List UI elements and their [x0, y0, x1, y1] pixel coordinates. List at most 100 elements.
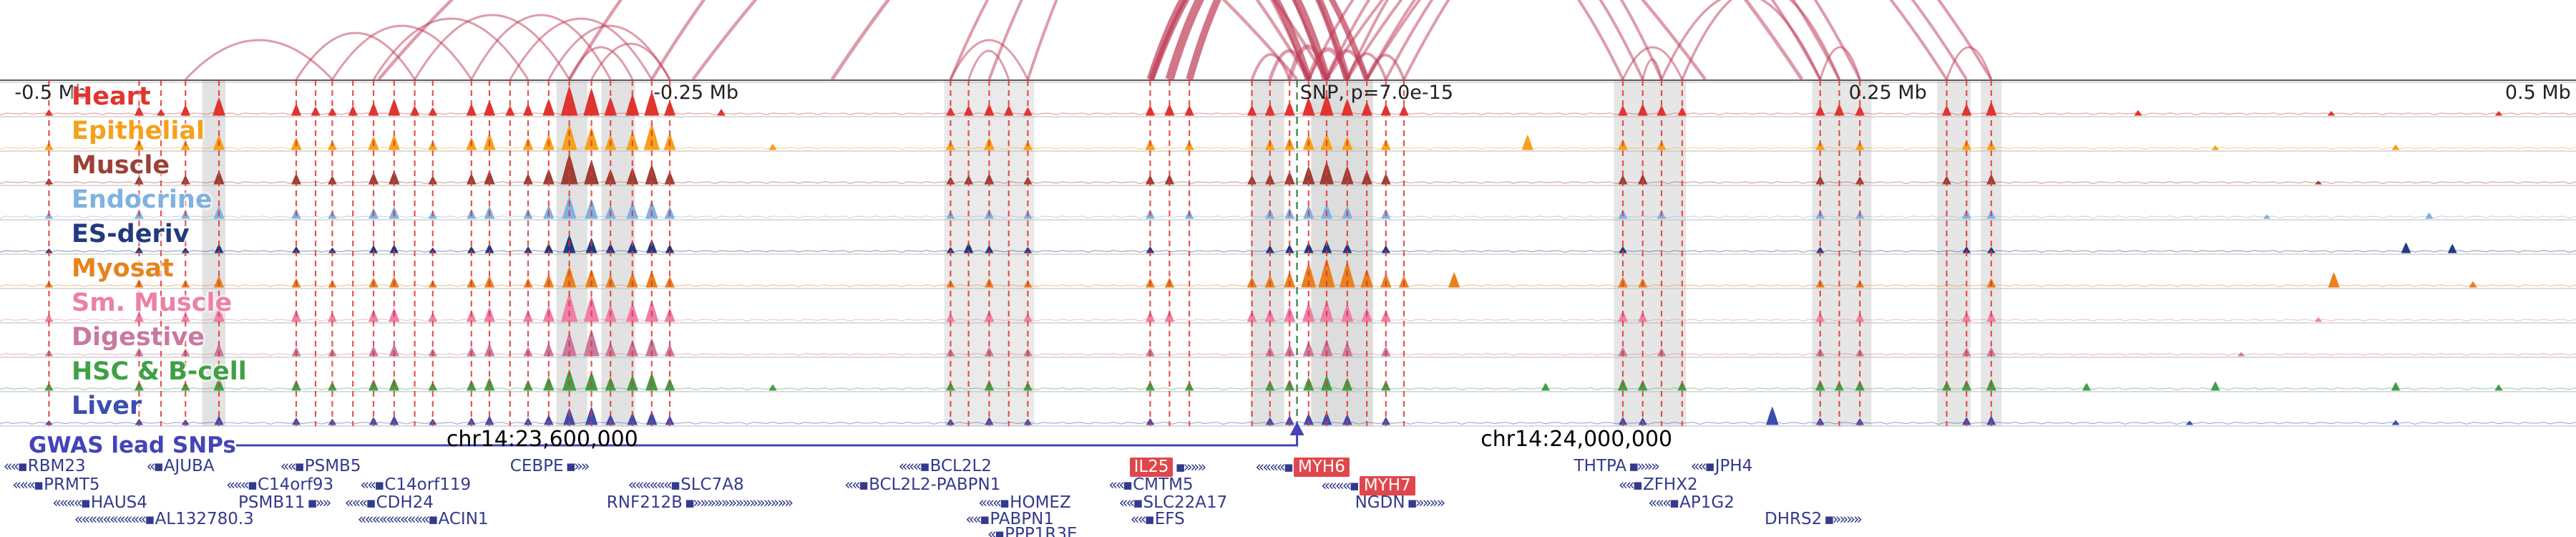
track-label-endocrine[interactable]: Endocrine	[72, 185, 213, 214]
track-label-heart[interactable]: Heart	[72, 82, 151, 111]
track-label-digestive[interactable]: Digestive	[72, 323, 205, 352]
track-lane-liver[interactable]	[0, 392, 2576, 426]
gene-psmb11[interactable]: PSMB11 ▪»»	[238, 493, 331, 512]
signal-peak	[2447, 243, 2457, 253]
gene-myh7[interactable]: ««««▪ MYH7	[1319, 476, 1415, 496]
gene-c14orf93[interactable]: «««▪ C14orf93	[224, 475, 333, 494]
gwas-snp-arrow-icon	[1289, 422, 1304, 435]
gene-name-label: EFS	[1154, 510, 1185, 528]
gene-ngdn[interactable]: NGDN ▪»»»»	[1355, 493, 1446, 512]
gene-ap1g2[interactable]: «««▪ AP1G2	[1646, 493, 1734, 512]
signal-peak	[605, 169, 617, 185]
gene-name-label: BCL2L2	[930, 457, 992, 475]
gene-name-label: NGDN	[1355, 493, 1405, 512]
track-lane-digestive[interactable]	[0, 323, 2576, 357]
gene-il25[interactable]: IL25 ▪»»»	[1129, 458, 1207, 478]
track-lane-endocrine[interactable]	[0, 185, 2576, 220]
gene-zfhx2[interactable]: ««▪ ZFHX2	[1616, 475, 1698, 494]
track-label-hsc-b-cell[interactable]: HSC & B-cell	[72, 357, 247, 386]
gene-cdh24[interactable]: «««▪ CDH24	[343, 493, 434, 512]
gene-name-label: HAUS4	[90, 493, 147, 512]
gene-rbm23[interactable]: ««▪ RBM23	[1, 457, 86, 475]
track-label-sm-muscle[interactable]: Sm. Muscle	[72, 289, 233, 317]
track-label-es-deriv[interactable]: ES-deriv	[72, 220, 190, 248]
signal-peak	[213, 97, 225, 116]
gene-ppp1r3e[interactable]: «▪ PPP1R3E	[985, 525, 1077, 537]
gene-name-label: PSMB5	[304, 457, 361, 475]
strand-left-chevrons-icon: ««««▪	[52, 494, 91, 512]
gene-name-label: MYH7	[1359, 476, 1415, 496]
signal-baseline-liver	[0, 422, 2576, 425]
gene-bcl2l2[interactable]: «««▪ BCL2L2	[897, 457, 992, 475]
gene-name-label: ACIN1	[438, 510, 489, 528]
track-lane-sm-muscle[interactable]	[0, 289, 2576, 323]
signal-peak	[1962, 246, 1971, 253]
signal-peak	[560, 153, 578, 185]
signal-peak	[1284, 272, 1296, 288]
gene-slc22a17[interactable]: ««▪ SLC22A17	[1117, 493, 1228, 512]
gene-thtpa[interactable]: THTPA ▪»»»	[1574, 457, 1660, 475]
strand-left-chevrons-icon: ««▪	[280, 458, 305, 475]
gene-name-label: CDH24	[376, 493, 434, 512]
signal-peak	[1342, 243, 1352, 253]
gene-efs[interactable]: ««▪ EFS	[1128, 510, 1185, 528]
signal-peak	[429, 247, 437, 253]
gene-cmtm5[interactable]: ««▪ CMTM5	[1106, 475, 1193, 494]
gene-jph4[interactable]: ««▪ JPH4	[1689, 457, 1753, 475]
signal-peak	[1961, 311, 1971, 322]
track-label-epithelial[interactable]: Epithelial	[72, 117, 205, 145]
signal-baseline-hsc-b-cell	[0, 387, 2576, 391]
interaction-arc	[1641, 58, 1663, 80]
signal-peak	[1304, 242, 1314, 253]
gene-haus4[interactable]: ««««▪ HAUS4	[50, 493, 147, 512]
gene-slc7a8[interactable]: ««««««▪ SLC7A8	[626, 475, 744, 494]
gene-c14orf119[interactable]: ««▪ C14orf119	[358, 475, 471, 494]
gene-name-label: RNF212B	[606, 493, 683, 512]
gene-name-label: PSMB11	[238, 493, 306, 512]
track-label-liver[interactable]: Liver	[72, 392, 142, 420]
gene-bcl2l2-pabpn1[interactable]: ««▪ BCL2L2-PABPN1	[842, 475, 1000, 494]
gene-homez[interactable]: «««▪ HOMEZ	[976, 493, 1070, 512]
track-lane-hsc-b-cell[interactable]	[0, 357, 2576, 392]
track-label-myosat[interactable]: Myosat	[72, 254, 174, 283]
gene-ajuba[interactable]: «▪ AJUBA	[145, 457, 215, 475]
signal-peak	[544, 243, 554, 253]
gene-prmt5[interactable]: «««▪ PRMT5	[10, 475, 100, 494]
gene-acin1[interactable]: ««««««««««▪ ACIN1	[356, 510, 489, 528]
gene-name-label: PRMT5	[44, 475, 100, 494]
signal-peak	[328, 175, 337, 185]
gene-cebpe[interactable]: CEBPE ▪»»	[510, 457, 590, 475]
strand-left-chevrons-icon: «««▪	[226, 476, 258, 494]
track-lane-muscle[interactable]	[0, 151, 2576, 185]
track-lane-epithelial[interactable]	[0, 117, 2576, 151]
signal-peak	[605, 342, 616, 357]
gene-rnf212b[interactable]: RNF212B ▪»»»»»»»»»»»»»»	[606, 493, 794, 512]
strand-right-chevrons-icon: ▪»»»	[1629, 458, 1660, 475]
signal-peak	[1342, 414, 1352, 425]
axis-tick-label: -0.25 Mb	[653, 82, 739, 104]
gene-dhrs2[interactable]: DHRS2 ▪»»»»	[1765, 510, 1863, 528]
gene-al132780-3[interactable]: ««««««««««▪ AL132780.3	[72, 510, 254, 528]
signal-peak	[1164, 174, 1175, 185]
gene-name-label: IL25	[1129, 458, 1174, 478]
interaction-arc	[414, 14, 570, 80]
signal-peak	[2082, 382, 2091, 391]
signal-peak	[2327, 111, 2336, 116]
signal-peak	[626, 272, 638, 288]
gene-psmb5[interactable]: ««▪ PSMB5	[278, 457, 361, 475]
track-lane-myosat[interactable]	[0, 254, 2576, 289]
gene-name-label: SLC22A17	[1143, 493, 1228, 512]
signal-peak	[542, 98, 555, 116]
signal-peak	[717, 109, 726, 116]
signal-peak	[585, 198, 598, 219]
track-lane-heart[interactable]	[0, 82, 2576, 117]
track-label-muscle[interactable]: Muscle	[72, 151, 170, 180]
track-lane-es-deriv[interactable]	[0, 220, 2576, 254]
interaction-arc	[1621, 46, 1684, 80]
gene-myh6[interactable]: ««««▪ MYH6	[1253, 458, 1350, 478]
strand-left-chevrons-icon: ««▪	[965, 511, 990, 528]
gene-pabpn1[interactable]: ««▪ PABPN1	[963, 510, 1054, 528]
gene-name-label: ZFHX2	[1642, 475, 1698, 494]
strand-left-chevrons-icon: ««▪	[1118, 494, 1143, 512]
